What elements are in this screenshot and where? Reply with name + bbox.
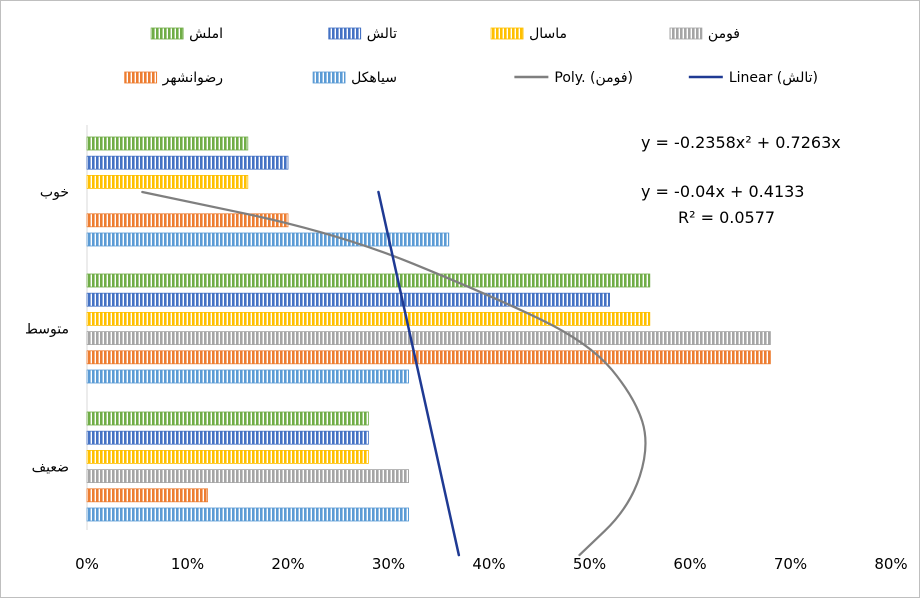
bar-6-3 (86, 507, 410, 522)
legend-label-6: سیاهکل (351, 70, 397, 86)
bar-4-3 (86, 469, 410, 484)
legend-swatch-2 (328, 27, 362, 40)
legend-swatch-5 (124, 71, 158, 84)
bar-3-2 (86, 311, 651, 326)
bar-2-2 (86, 292, 610, 307)
legend-trend-label-1: Poly. (فومن) (554, 70, 633, 86)
bar-1-3 (86, 411, 369, 426)
x-tick-label-2: 10% (171, 555, 204, 573)
legend-swatch-3 (490, 27, 524, 40)
legend: املش تالش ماسال فومن رضوانشهر سیاهکل Poly. (فو… (124, 26, 818, 86)
trendline-1 (141, 190, 647, 557)
legend-swatch-1 (150, 27, 184, 40)
trendlines-layer (141, 190, 647, 557)
x-tick-label-8: 70% (774, 555, 807, 573)
bar-1-1 (86, 136, 249, 151)
bar-5-3 (86, 488, 208, 503)
category-label-2: متوسط (25, 322, 69, 338)
bar-5-2 (86, 350, 771, 365)
trendline-2 (377, 190, 461, 557)
bar-5-1 (86, 213, 289, 228)
bar-1-2 (86, 273, 651, 288)
bar-6-1 (86, 232, 450, 247)
bar-6-2 (86, 369, 410, 384)
legend-label-1: املش (189, 26, 223, 42)
bar-4-2 (86, 331, 771, 346)
category-label-1: خوب (40, 185, 69, 201)
axes-layer: خوب متوسط ضعیف 0% 10% 20% 30% 40% 50% 60% 70% 80% (25, 185, 908, 574)
linear-equation: y = -0.04x + 0.4133 (641, 182, 804, 201)
legend-label-3: ماسال (529, 26, 567, 42)
legend-label-2: تالش (367, 26, 397, 42)
x-tick-label-9: 80% (874, 555, 907, 573)
poly-equation: y = -0.2358x² + 0.7263x (641, 133, 841, 152)
legend-swatch-4 (669, 27, 703, 40)
bar-3-3 (86, 449, 369, 464)
bars-layer (86, 136, 771, 522)
x-tick-label-5: 40% (472, 555, 505, 573)
bar-3-1 (86, 174, 249, 189)
bar-2-1 (86, 155, 289, 170)
r-squared: R² = 0.0577 (678, 208, 775, 227)
x-tick-label-1: 0% (75, 555, 99, 573)
legend-label-4: فومن (708, 26, 740, 42)
x-tick-label-7: 60% (673, 555, 706, 573)
x-tick-label-4: 30% (372, 555, 405, 573)
legend-trend-label-2: Linear (تالش) (729, 70, 818, 86)
legend-label-5: رضوانشهر (162, 70, 223, 86)
x-tick-label-6: 50% (573, 555, 606, 573)
x-tick-label-3: 20% (271, 555, 304, 573)
bar-2-3 (86, 430, 369, 445)
category-label-3: ضعیف (32, 460, 69, 476)
legend-swatch-6 (312, 71, 346, 84)
